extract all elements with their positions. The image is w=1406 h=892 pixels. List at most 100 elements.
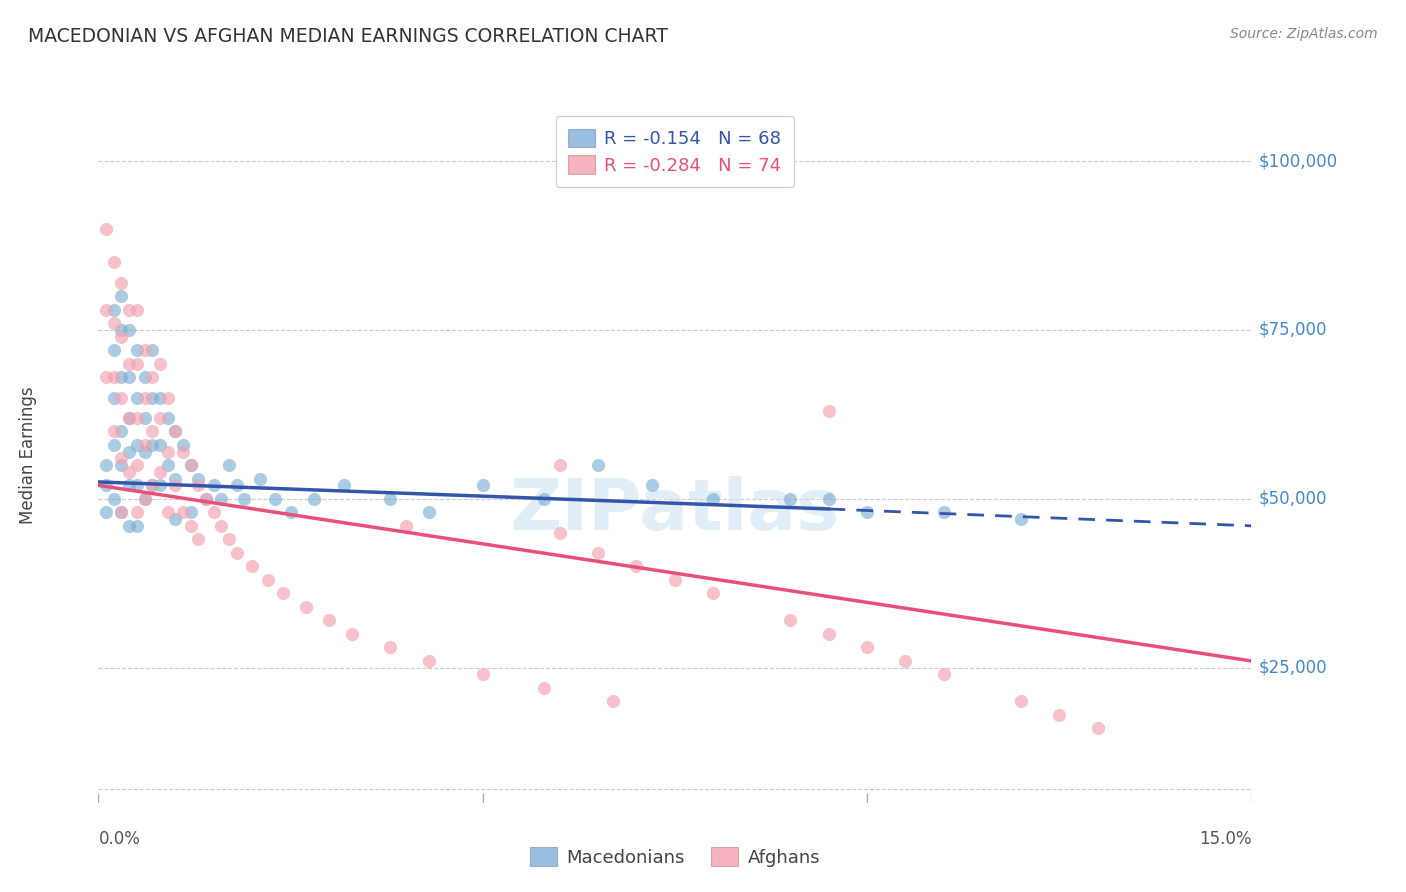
Point <box>165 478 187 492</box>
Point <box>156 458 179 472</box>
Point <box>856 640 879 655</box>
Point <box>110 391 132 405</box>
Point <box>125 302 148 317</box>
Text: MACEDONIAN VS AFGHAN MEDIAN EARNINGS CORRELATION CHART: MACEDONIAN VS AFGHAN MEDIAN EARNINGS COR… <box>28 27 668 45</box>
Point <box>149 465 172 479</box>
Point <box>180 458 202 472</box>
Point <box>141 478 163 492</box>
Point <box>586 546 609 560</box>
Point <box>264 491 287 506</box>
Point <box>118 478 141 492</box>
Point <box>141 343 163 358</box>
Point <box>195 491 218 506</box>
Point <box>125 410 148 425</box>
Point <box>202 478 225 492</box>
Point <box>118 302 141 317</box>
Point <box>533 491 555 506</box>
Text: 15.0%: 15.0% <box>1199 830 1251 847</box>
Point <box>172 505 194 519</box>
Point <box>702 586 724 600</box>
Point <box>1010 694 1032 708</box>
Point <box>418 505 440 519</box>
Point <box>110 329 132 343</box>
Point <box>1047 708 1070 723</box>
Point <box>380 491 402 506</box>
Point <box>932 667 955 681</box>
Point <box>125 357 148 371</box>
Point <box>395 519 418 533</box>
Point <box>110 370 132 384</box>
Text: $25,000: $25,000 <box>1258 658 1327 677</box>
Point <box>180 458 202 472</box>
Point <box>172 444 194 458</box>
Point <box>110 289 132 303</box>
Point <box>134 444 156 458</box>
Point <box>471 667 494 681</box>
Point <box>380 640 402 655</box>
Point <box>125 343 148 358</box>
Point <box>110 505 132 519</box>
Point <box>187 472 209 486</box>
Point <box>271 586 294 600</box>
Point <box>256 573 278 587</box>
Point <box>110 323 132 337</box>
Point <box>94 221 117 235</box>
Point <box>125 458 148 472</box>
Point <box>280 505 302 519</box>
Point <box>118 519 141 533</box>
Point <box>134 391 156 405</box>
Point <box>240 559 263 574</box>
Point <box>548 525 571 540</box>
Point <box>641 478 664 492</box>
Point <box>125 391 148 405</box>
Point <box>134 491 156 506</box>
Point <box>664 573 686 587</box>
Point <box>225 546 247 560</box>
Point <box>94 370 117 384</box>
Point <box>418 654 440 668</box>
Text: Median Earnings: Median Earnings <box>20 386 37 524</box>
Point <box>103 343 125 358</box>
Point <box>103 491 125 506</box>
Point <box>134 438 156 452</box>
Point <box>165 424 187 438</box>
Point <box>118 444 141 458</box>
Point <box>110 451 132 466</box>
Point <box>165 512 187 526</box>
Point <box>249 472 271 486</box>
Point <box>156 505 179 519</box>
Point <box>141 391 163 405</box>
Point <box>125 519 148 533</box>
Point <box>817 404 839 418</box>
Text: $50,000: $50,000 <box>1258 490 1327 508</box>
Point <box>141 424 163 438</box>
Point <box>318 614 340 628</box>
Point <box>118 465 141 479</box>
Point <box>149 391 172 405</box>
Point <box>932 505 955 519</box>
Point <box>118 323 141 337</box>
Point <box>118 357 141 371</box>
Point <box>103 438 125 452</box>
Point <box>218 533 240 547</box>
Point <box>134 491 156 506</box>
Point <box>149 438 172 452</box>
Point <box>156 444 179 458</box>
Point <box>302 491 325 506</box>
Point <box>195 491 218 506</box>
Point <box>894 654 917 668</box>
Point <box>471 478 494 492</box>
Point <box>602 694 624 708</box>
Point <box>141 478 163 492</box>
Text: $100,000: $100,000 <box>1258 152 1337 170</box>
Point <box>702 491 724 506</box>
Point <box>125 438 148 452</box>
Point <box>533 681 555 695</box>
Point <box>103 424 125 438</box>
Point <box>110 458 132 472</box>
Point <box>141 438 163 452</box>
Point <box>149 478 172 492</box>
Point <box>103 255 125 269</box>
Text: 0.0%: 0.0% <box>98 830 141 847</box>
Point <box>110 505 132 519</box>
